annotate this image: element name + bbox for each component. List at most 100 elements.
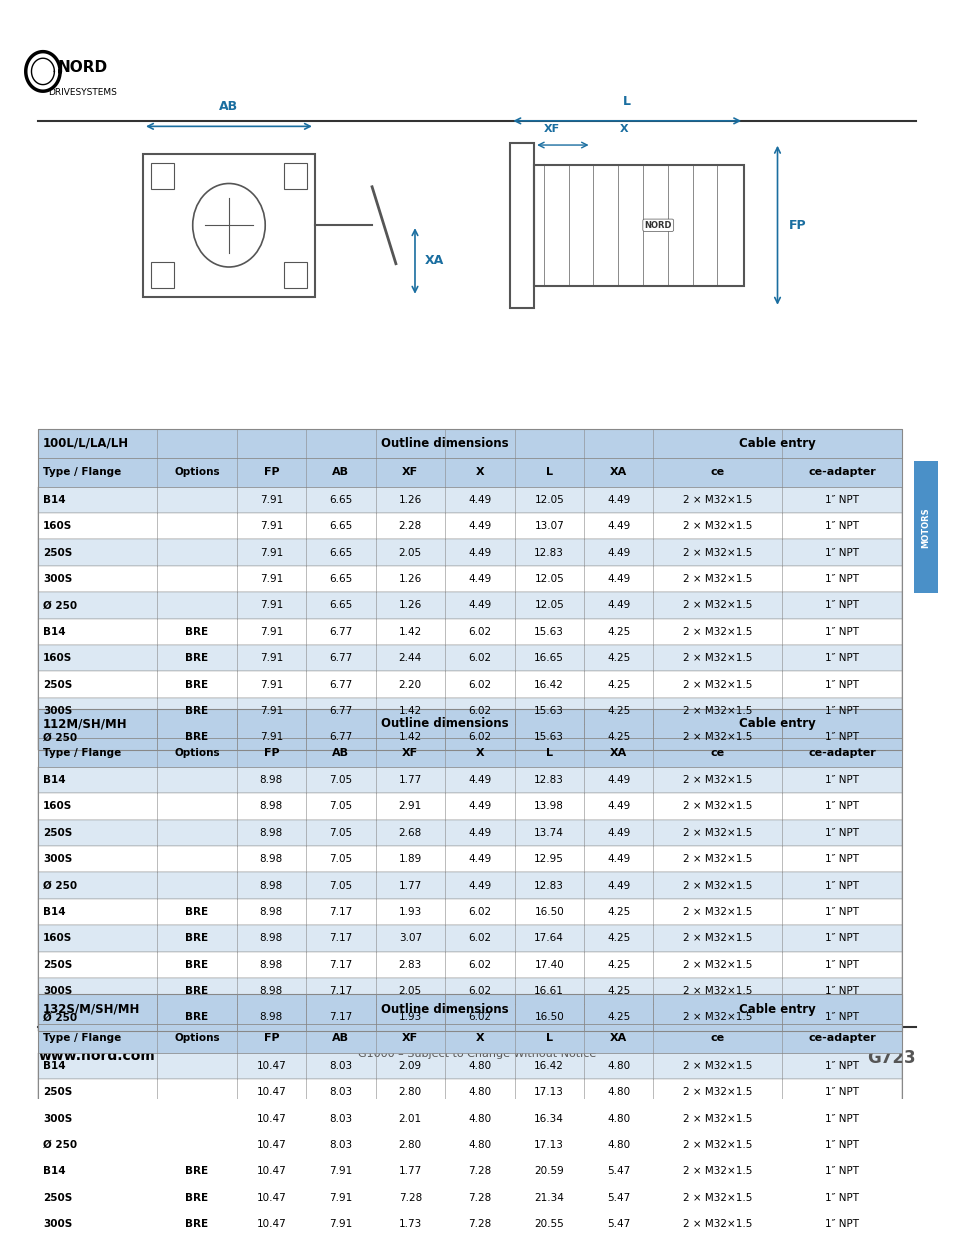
Text: 2.80: 2.80 (398, 1140, 421, 1150)
Bar (38, 540, 901, 566)
Text: 1″ NPT: 1″ NPT (824, 776, 858, 785)
Text: 2 × M32×1.5: 2 × M32×1.5 (682, 986, 752, 997)
Text: 2 × M32×1.5: 2 × M32×1.5 (682, 960, 752, 969)
Text: 6.65: 6.65 (329, 495, 352, 505)
Text: MOTORS: MOTORS (921, 508, 929, 547)
Text: 4.25: 4.25 (606, 627, 630, 637)
Text: 1″ NPT: 1″ NPT (824, 521, 858, 531)
Text: XF: XF (543, 124, 559, 135)
Bar (38, 1079, 901, 1105)
Text: 2 × M32×1.5: 2 × M32×1.5 (682, 802, 752, 811)
Text: BRE: BRE (185, 732, 209, 742)
Text: 2 × M32×1.5: 2 × M32×1.5 (682, 706, 752, 716)
Text: NORD: NORD (57, 61, 108, 75)
Text: 1″ NPT: 1″ NPT (824, 1061, 858, 1071)
Bar (38, 793, 901, 820)
Bar (38, 846, 901, 872)
Bar (38, 724, 901, 751)
Text: 160S: 160S (43, 521, 72, 531)
Text: 10.47: 10.47 (256, 1061, 286, 1071)
Text: NORD: NORD (644, 221, 671, 230)
Text: 4.25: 4.25 (606, 960, 630, 969)
Bar (38, 739, 901, 767)
Text: 8.98: 8.98 (259, 855, 283, 864)
Text: 17.40: 17.40 (534, 960, 563, 969)
Text: X: X (475, 468, 483, 478)
Text: B14: B14 (43, 627, 66, 637)
Text: 13.07: 13.07 (534, 521, 563, 531)
Text: 7.91: 7.91 (259, 627, 283, 637)
Text: 6.65: 6.65 (329, 574, 352, 584)
Text: AB: AB (332, 468, 349, 478)
Text: 4.25: 4.25 (606, 679, 630, 689)
Text: 2.83: 2.83 (398, 960, 421, 969)
Bar (38, 1004, 901, 1031)
Text: 2 × M32×1.5: 2 × M32×1.5 (682, 627, 752, 637)
Text: 16.34: 16.34 (534, 1114, 563, 1124)
Bar (38, 672, 901, 698)
Text: 1″ NPT: 1″ NPT (824, 906, 858, 916)
Text: 1″ NPT: 1″ NPT (824, 547, 858, 558)
Text: 4.49: 4.49 (468, 855, 491, 864)
Text: 7.91: 7.91 (259, 653, 283, 663)
Text: 6.02: 6.02 (468, 986, 491, 997)
Text: ce-adapter: ce-adapter (807, 747, 875, 757)
Text: 1.42: 1.42 (398, 706, 421, 716)
Bar (510, 143, 534, 308)
Text: 10.47: 10.47 (256, 1166, 286, 1176)
Text: 2 × M32×1.5: 2 × M32×1.5 (682, 1166, 752, 1176)
Text: 1″ NPT: 1″ NPT (824, 1013, 858, 1023)
Text: 1″ NPT: 1″ NPT (824, 495, 858, 505)
Text: Ø 250: Ø 250 (43, 1013, 77, 1023)
Text: X: X (619, 124, 628, 135)
Text: 16.50: 16.50 (534, 906, 563, 916)
Text: 1″ NPT: 1″ NPT (824, 706, 858, 716)
Text: 1″ NPT: 1″ NPT (824, 827, 858, 837)
Text: BRE: BRE (185, 1219, 209, 1229)
Text: 2.44: 2.44 (398, 653, 421, 663)
Text: 7.91: 7.91 (259, 732, 283, 742)
Bar (38, 767, 901, 793)
Text: 132S/M/SH/MH: 132S/M/SH/MH (43, 1003, 140, 1015)
Text: 1″ NPT: 1″ NPT (824, 1087, 858, 1097)
Text: 16.61: 16.61 (534, 986, 563, 997)
Text: Type / Flange: Type / Flange (43, 468, 121, 478)
Text: 2.05: 2.05 (398, 547, 421, 558)
Text: 6.77: 6.77 (329, 679, 352, 689)
Text: 2.09: 2.09 (398, 1061, 421, 1071)
Text: L: L (622, 95, 631, 107)
Text: 4.49: 4.49 (468, 547, 491, 558)
Bar (284, 262, 307, 288)
Text: 7.91: 7.91 (259, 521, 283, 531)
Text: 12.83: 12.83 (534, 776, 563, 785)
Text: 6.77: 6.77 (329, 706, 352, 716)
Text: 6.02: 6.02 (468, 906, 491, 916)
Text: 4.49: 4.49 (468, 881, 491, 890)
Text: 21.34: 21.34 (534, 1193, 563, 1203)
Text: 4.49: 4.49 (606, 881, 630, 890)
Text: 7.05: 7.05 (329, 827, 352, 837)
Text: 1.42: 1.42 (398, 627, 421, 637)
Text: 2 × M32×1.5: 2 × M32×1.5 (682, 827, 752, 837)
Text: BRE: BRE (185, 653, 209, 663)
Text: 4.49: 4.49 (468, 574, 491, 584)
Text: 7.91: 7.91 (259, 495, 283, 505)
Bar (38, 1158, 901, 1184)
Text: 1″ NPT: 1″ NPT (824, 600, 858, 610)
Bar (38, 513, 901, 540)
Text: 8.98: 8.98 (259, 1013, 283, 1023)
Text: 4.49: 4.49 (468, 827, 491, 837)
Text: 10.47: 10.47 (256, 1114, 286, 1124)
Text: 7.05: 7.05 (329, 802, 352, 811)
Text: XF: XF (402, 468, 418, 478)
Bar (38, 458, 901, 487)
Text: 4.25: 4.25 (606, 934, 630, 944)
Bar (151, 163, 173, 189)
Text: 4.49: 4.49 (606, 574, 630, 584)
Text: 13.98: 13.98 (534, 802, 563, 811)
Bar (38, 994, 901, 1024)
Text: 1″ NPT: 1″ NPT (824, 855, 858, 864)
Text: L: L (545, 468, 552, 478)
Text: Outline dimensions: Outline dimensions (381, 437, 508, 450)
Text: 1″ NPT: 1″ NPT (824, 627, 858, 637)
